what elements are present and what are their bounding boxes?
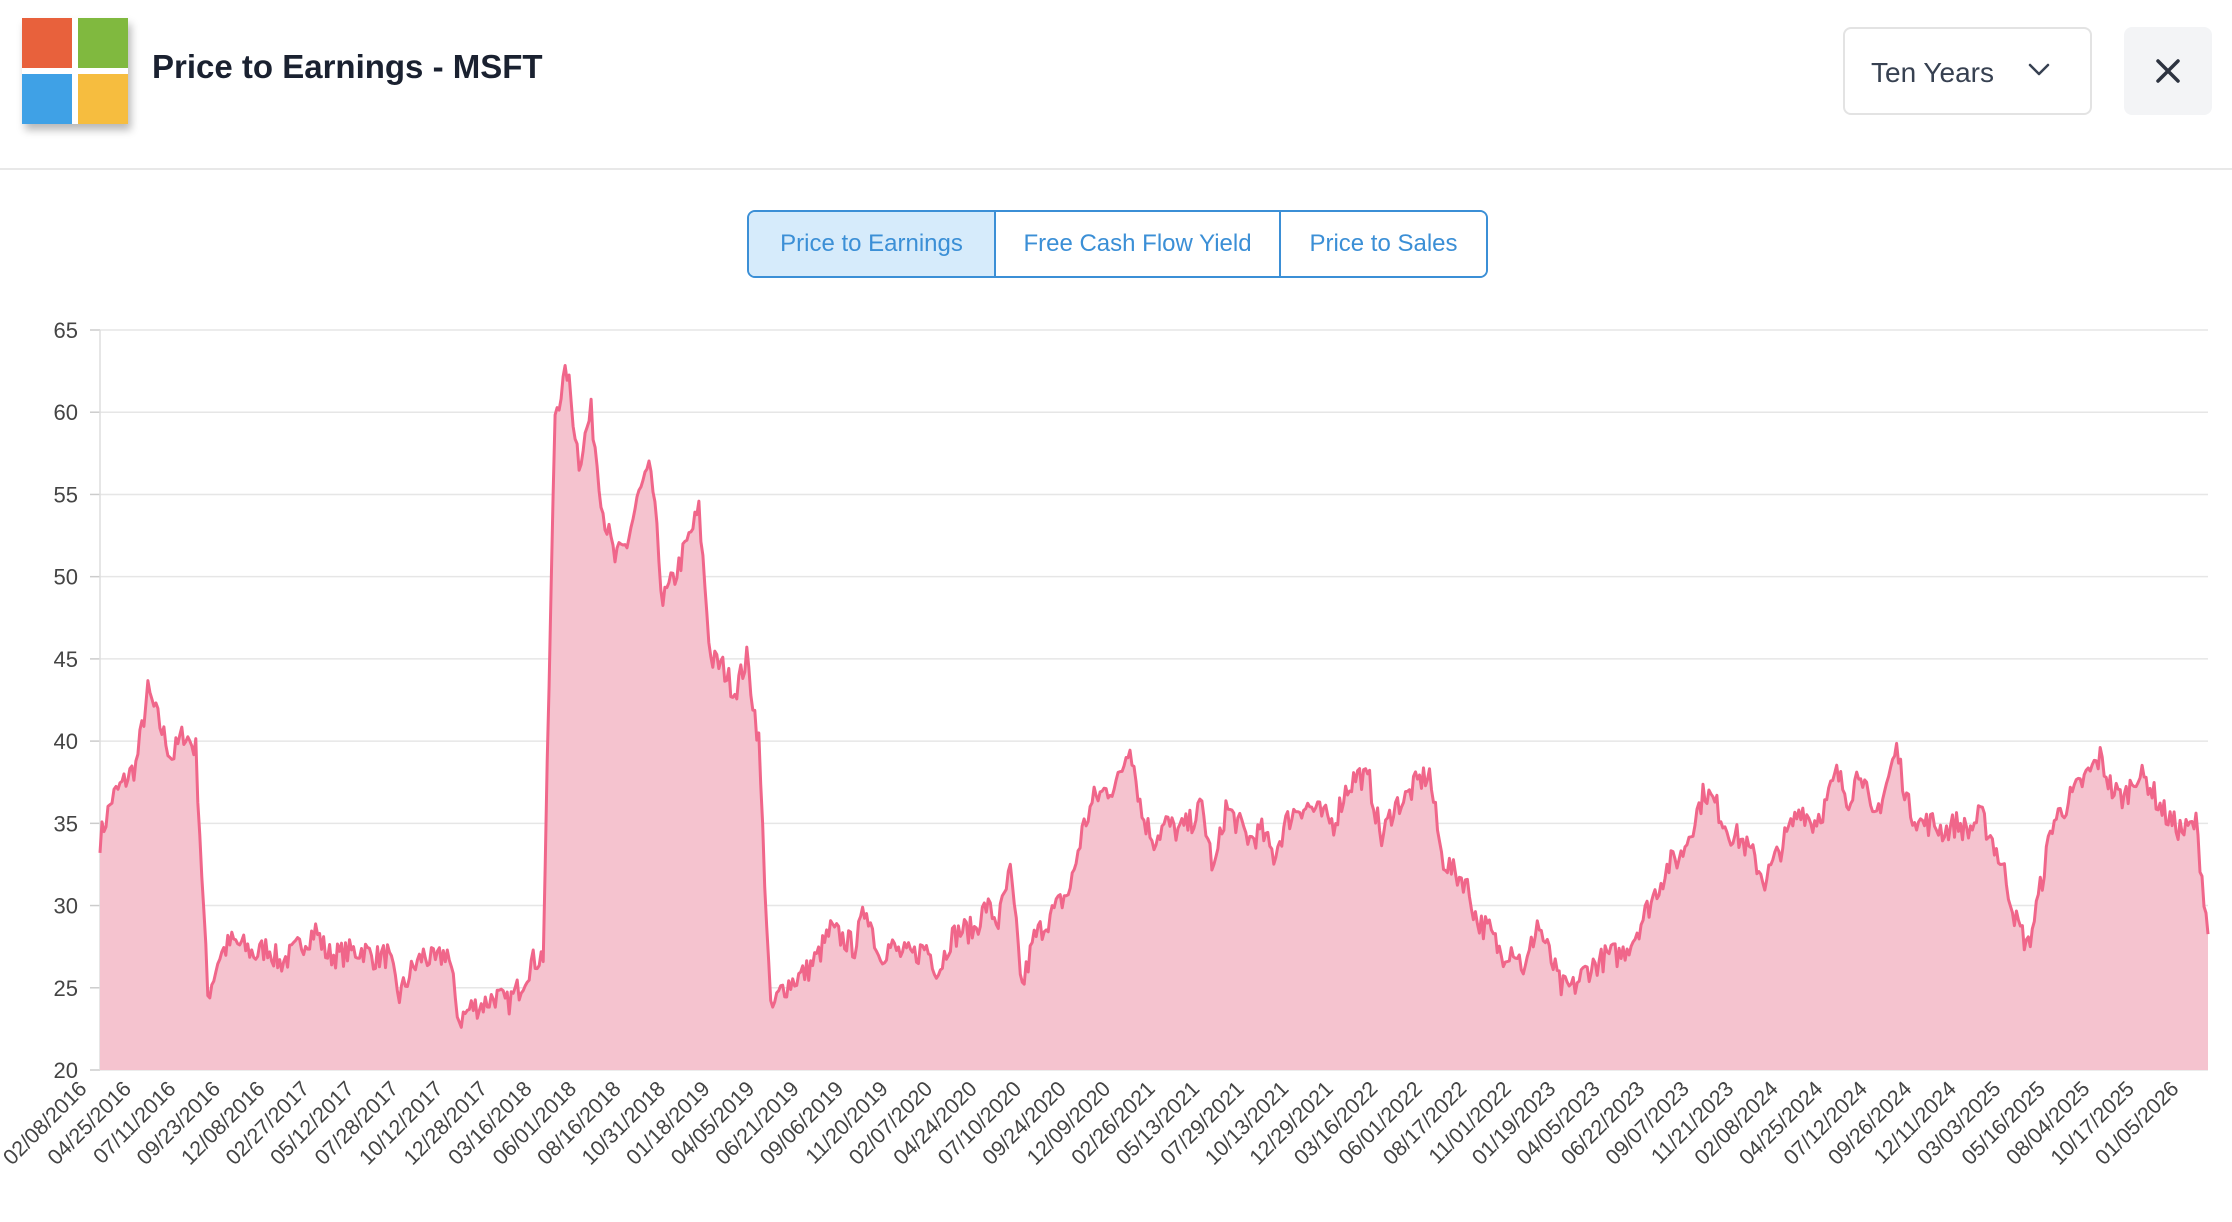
y-tick-label: 25	[54, 976, 78, 1001]
logo-yellow-square	[78, 74, 128, 124]
y-tick-label: 30	[54, 894, 78, 919]
time-range-dropdown[interactable]: Ten Years	[1843, 27, 2092, 115]
y-tick-label: 50	[54, 565, 78, 590]
tab-free-cash-flow-yield[interactable]: Free Cash Flow Yield	[994, 212, 1279, 276]
time-range-label: Ten Years	[1871, 57, 1994, 88]
logo-green-square	[78, 18, 128, 68]
y-tick-label: 65	[54, 318, 78, 343]
series-line	[98, 364, 2210, 1029]
series-fill	[100, 365, 2208, 1070]
chevron-down-icon	[2028, 63, 2050, 76]
y-tick-label: 35	[54, 811, 78, 836]
y-tick-label: 40	[54, 729, 78, 754]
pe-ratio-chart: 65 60 55 50 45 40 35 30 25 20 02/08/201604/25/201…	[0, 318, 2210, 1170]
y-tick-label: 55	[54, 482, 78, 507]
microsoft-logo	[22, 18, 128, 124]
page-title: Price to Earnings - MSFT	[152, 48, 543, 85]
header-bar: Price to Earnings - MSFT Ten Years	[0, 0, 2232, 170]
close-button[interactable]	[2124, 27, 2212, 115]
series-area	[98, 364, 2210, 1070]
tab-price-to-sales[interactable]: Price to Sales	[1279, 212, 1486, 276]
logo-red-square	[22, 18, 72, 68]
y-tick-label: 20	[54, 1058, 78, 1083]
y-tick-label: 45	[54, 647, 78, 672]
metric-tabs: Price to Earnings Free Cash Flow Yield P…	[747, 210, 1488, 278]
close-icon	[2156, 59, 2180, 83]
y-axis-labels: 65 60 55 50 45 40 35 30 25 20	[54, 318, 78, 1083]
tab-price-to-earnings[interactable]: Price to Earnings	[749, 212, 994, 276]
x-axis-labels: 02/08/201604/25/201607/11/201609/23/2016…	[0, 1077, 2184, 1170]
y-tick-label: 60	[54, 400, 78, 425]
logo-blue-square	[22, 74, 72, 124]
